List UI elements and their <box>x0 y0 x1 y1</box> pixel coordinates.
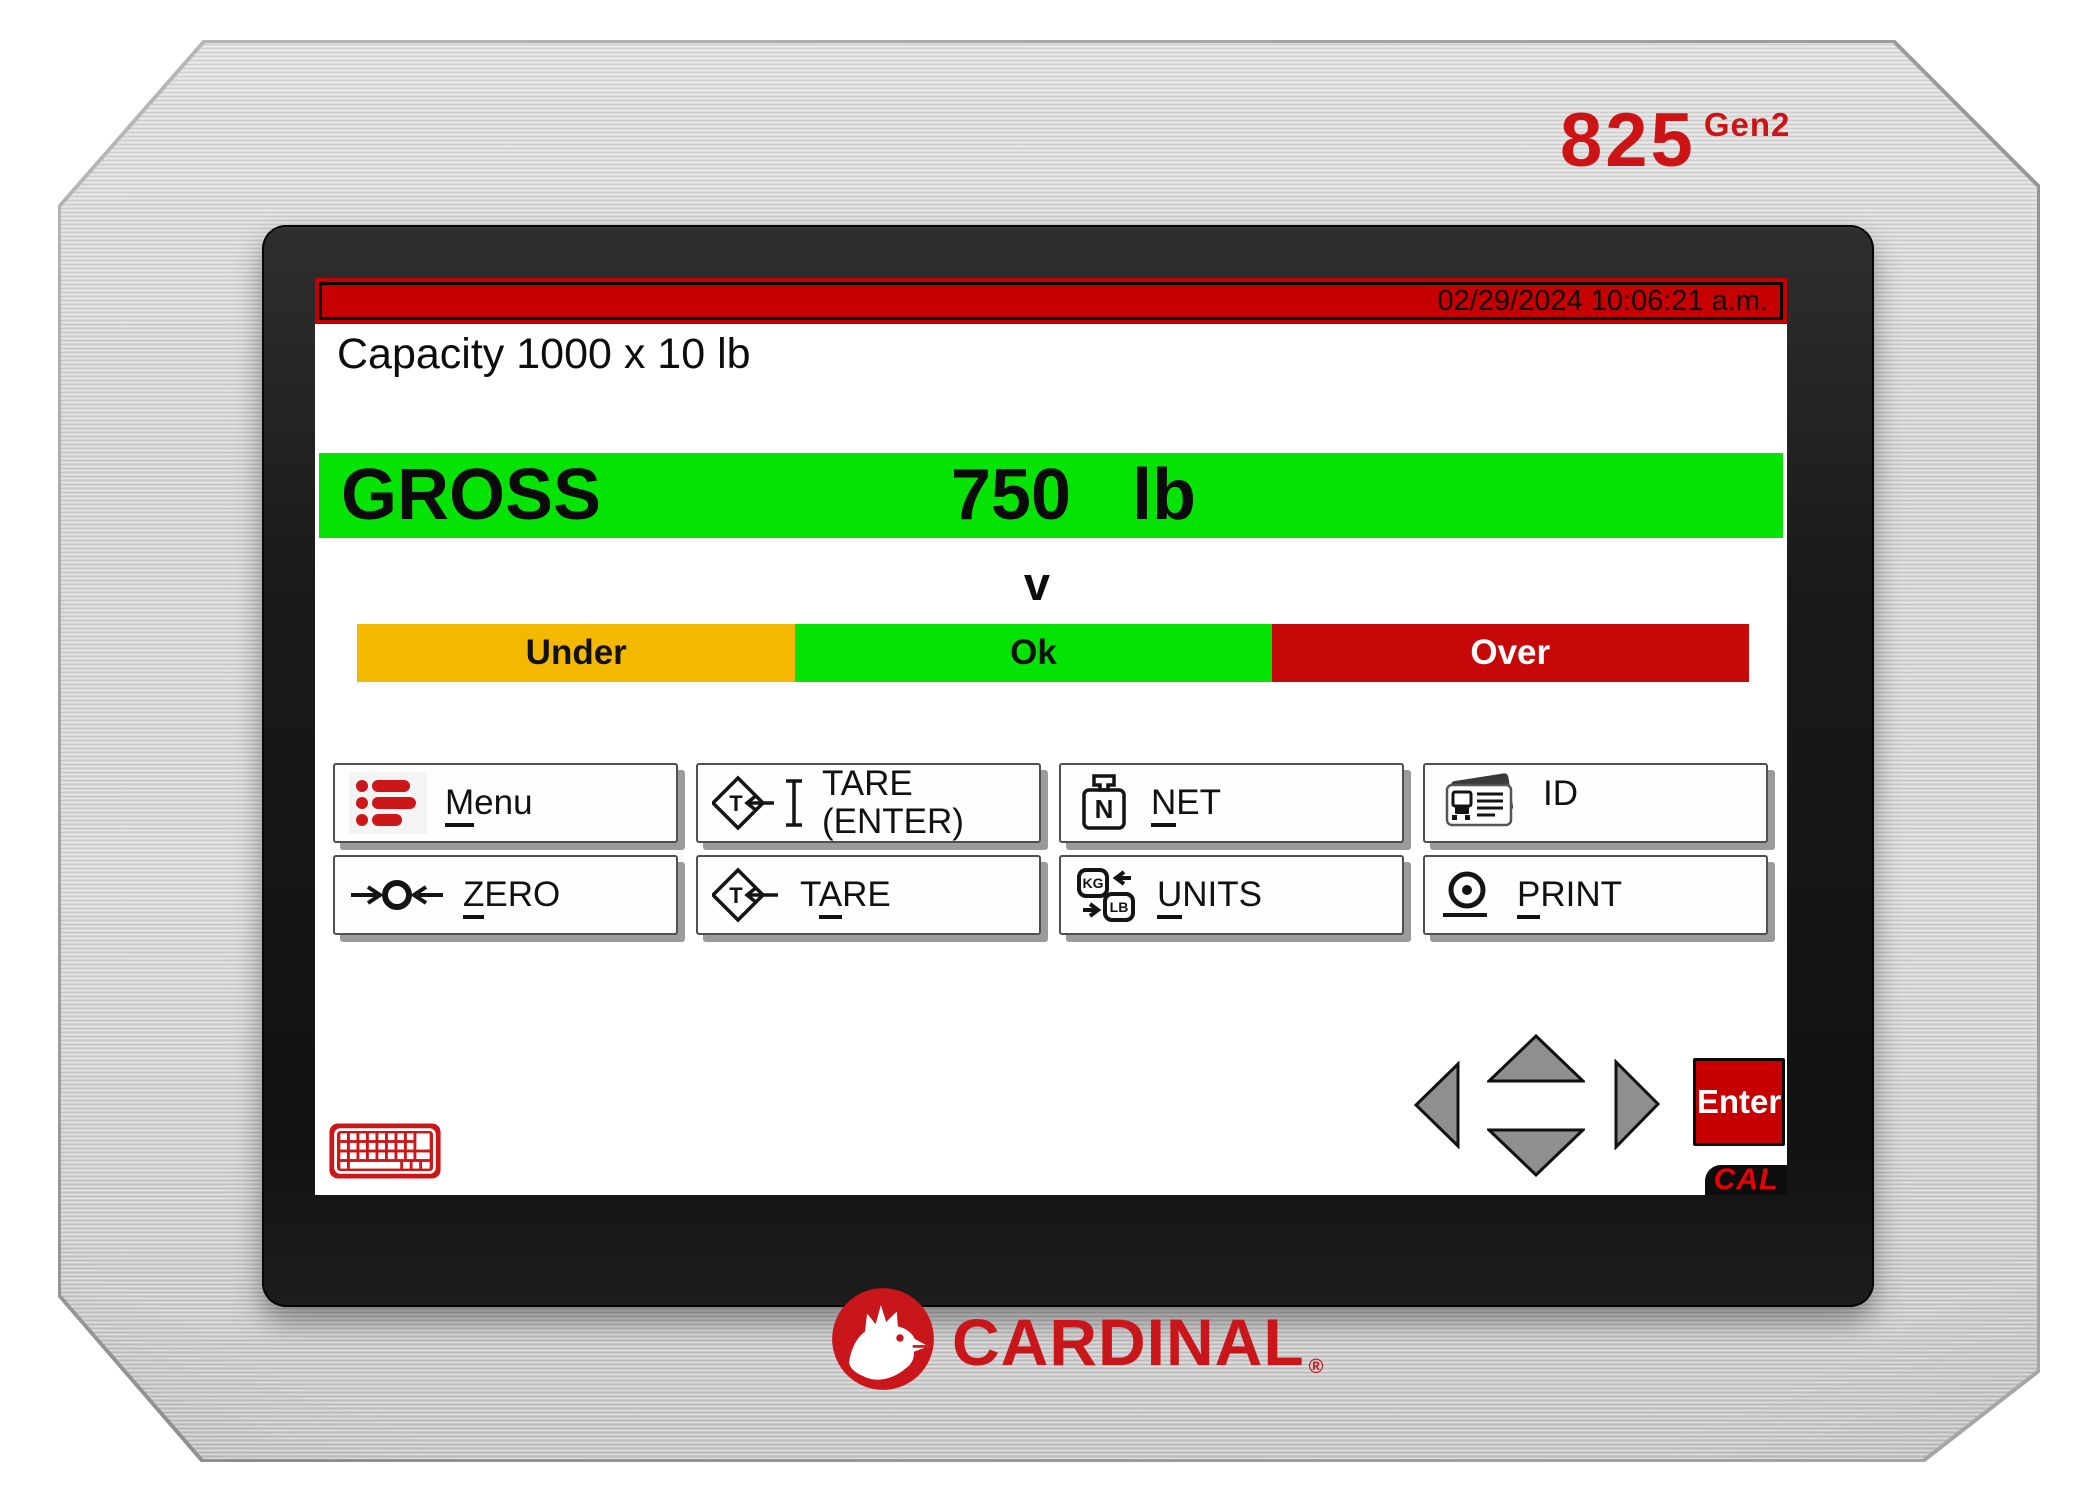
svg-text:T: T <box>729 791 743 816</box>
model-generation: Gen2 <box>1703 106 1791 143</box>
keyboard-icon <box>328 1123 442 1184</box>
tare-label: TARE <box>800 875 891 919</box>
tare-enter-button[interactable]: T TARE (ENTER) <box>696 763 1041 843</box>
units-label: UNITS <box>1157 875 1262 919</box>
nav-down-button[interactable] <box>1485 1128 1587 1178</box>
touchscreen-display: 02/29/2024 10:06:21 a.m. Capacity 1000 x… <box>315 278 1787 1196</box>
units-button[interactable]: KG LB UNITS <box>1059 855 1404 935</box>
zone-over: Over <box>1271 624 1749 682</box>
capacity-text: Capacity 1000 x 10 lb <box>337 330 751 378</box>
units-swap-icon: KG LB <box>1075 864 1139 926</box>
screen-bezel: 02/29/2024 10:06:21 a.m. Capacity 1000 x… <box>262 225 1874 1307</box>
nav-left-button[interactable] <box>1413 1060 1460 1150</box>
net-button[interactable]: N NET <box>1059 763 1404 843</box>
svg-text:T: T <box>729 883 743 908</box>
weight-mode-label: GROSS <box>341 455 602 535</box>
tare-button[interactable]: T TARE <box>696 855 1041 935</box>
zone-ok: Ok <box>795 624 1272 682</box>
svg-text:N: N <box>1095 794 1114 824</box>
net-label: NET <box>1151 783 1221 827</box>
weight-unit: lb <box>1132 455 1196 535</box>
print-label: PRINT <box>1517 875 1622 919</box>
id-button[interactable]: ID <box>1423 763 1768 843</box>
datetime-text: 02/29/2024 10:06:21 a.m. <box>1437 285 1768 317</box>
registered-mark: ® <box>1308 1356 1324 1378</box>
enter-button[interactable]: Enter <box>1693 1058 1785 1146</box>
print-button[interactable]: PRINT <box>1423 855 1768 935</box>
menu-list-icon <box>349 772 427 834</box>
target-weight-marker: v <box>1023 557 1051 610</box>
zero-button[interactable]: ZERO <box>333 855 678 935</box>
menu-button[interactable]: Menu <box>333 763 678 843</box>
tare-enter-label: TARE (ENTER) <box>822 764 964 841</box>
nav-up-button[interactable] <box>1485 1033 1587 1084</box>
checkweigher-bar: Under Ok Over <box>357 624 1749 682</box>
zone-under: Under <box>357 624 796 682</box>
model-number: 825 <box>1560 98 1696 183</box>
cal-tab[interactable]: CAL <box>1705 1163 1787 1196</box>
truck-id-card-icon <box>1439 771 1525 835</box>
up-arrow-icon <box>1485 1033 1587 1088</box>
tare-icon: T <box>712 864 782 926</box>
nav-right-button[interactable] <box>1614 1058 1661 1151</box>
down-arrow-icon <box>1485 1128 1587 1181</box>
menu-label: Menu <box>445 783 533 827</box>
cardinal-bird-icon <box>830 1286 936 1397</box>
print-icon <box>1439 865 1499 925</box>
weight-value: 750 <box>950 455 1071 535</box>
left-arrow-icon <box>1413 1060 1460 1153</box>
right-arrow-icon <box>1614 1058 1661 1154</box>
tare-cursor-icon: T <box>712 772 804 834</box>
zero-icon <box>349 866 445 924</box>
svg-text:LB: LB <box>1110 899 1129 915</box>
net-weight-icon: N <box>1075 772 1133 834</box>
weight-display-bar: GROSS 750 lb <box>319 453 1783 538</box>
status-bar: 02/29/2024 10:06:21 a.m. <box>319 282 1783 320</box>
model-logo: 825 Gen2 <box>1560 103 1791 179</box>
zero-label: ZERO <box>463 875 560 919</box>
onscreen-keyboard-button[interactable] <box>328 1122 442 1180</box>
svg-text:KG: KG <box>1083 875 1104 891</box>
cardinal-logo: CARDINAL ® <box>830 1286 1323 1397</box>
brand-wordmark: CARDINAL <box>952 1304 1305 1379</box>
id-label: ID <box>1543 774 1578 813</box>
indicator-device-frame: 825 Gen2 02/29/2024 10:06:21 a.m. Capacit… <box>58 40 2040 1462</box>
